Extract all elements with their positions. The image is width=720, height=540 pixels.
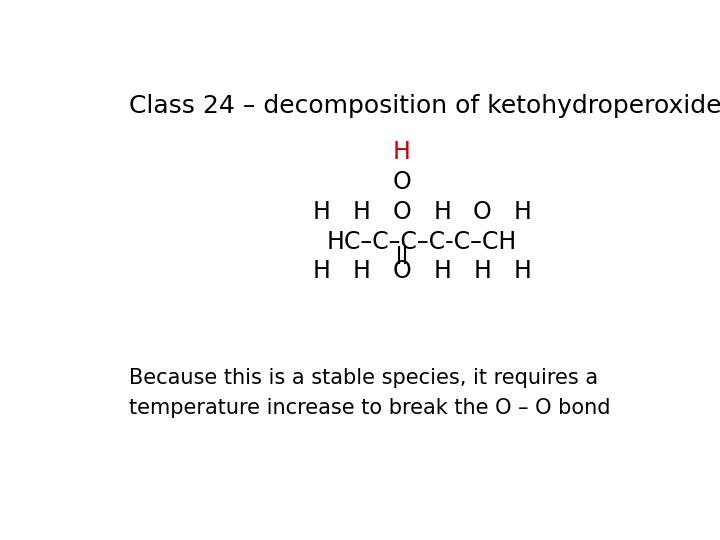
Text: H: H [513, 259, 531, 284]
Text: H: H [433, 200, 451, 224]
Text: H: H [353, 200, 371, 224]
Text: H: H [353, 259, 371, 284]
Text: Because this is a stable species, it requires a
temperature increase to break th: Because this is a stable species, it req… [129, 368, 611, 418]
Text: O: O [392, 170, 411, 194]
Text: O: O [473, 200, 492, 224]
Text: H: H [312, 259, 330, 284]
Text: O: O [392, 259, 411, 284]
Text: H: H [393, 140, 411, 164]
Text: HC–C–C–C-C–CH: HC–C–C–C-C–CH [327, 230, 517, 253]
Text: O: O [392, 200, 411, 224]
Text: H: H [312, 200, 330, 224]
Text: H: H [513, 200, 531, 224]
Text: H: H [433, 259, 451, 284]
Text: Class 24 – decomposition of ketohydroperoxide: Class 24 – decomposition of ketohydroper… [129, 94, 720, 118]
Text: H: H [473, 259, 491, 284]
